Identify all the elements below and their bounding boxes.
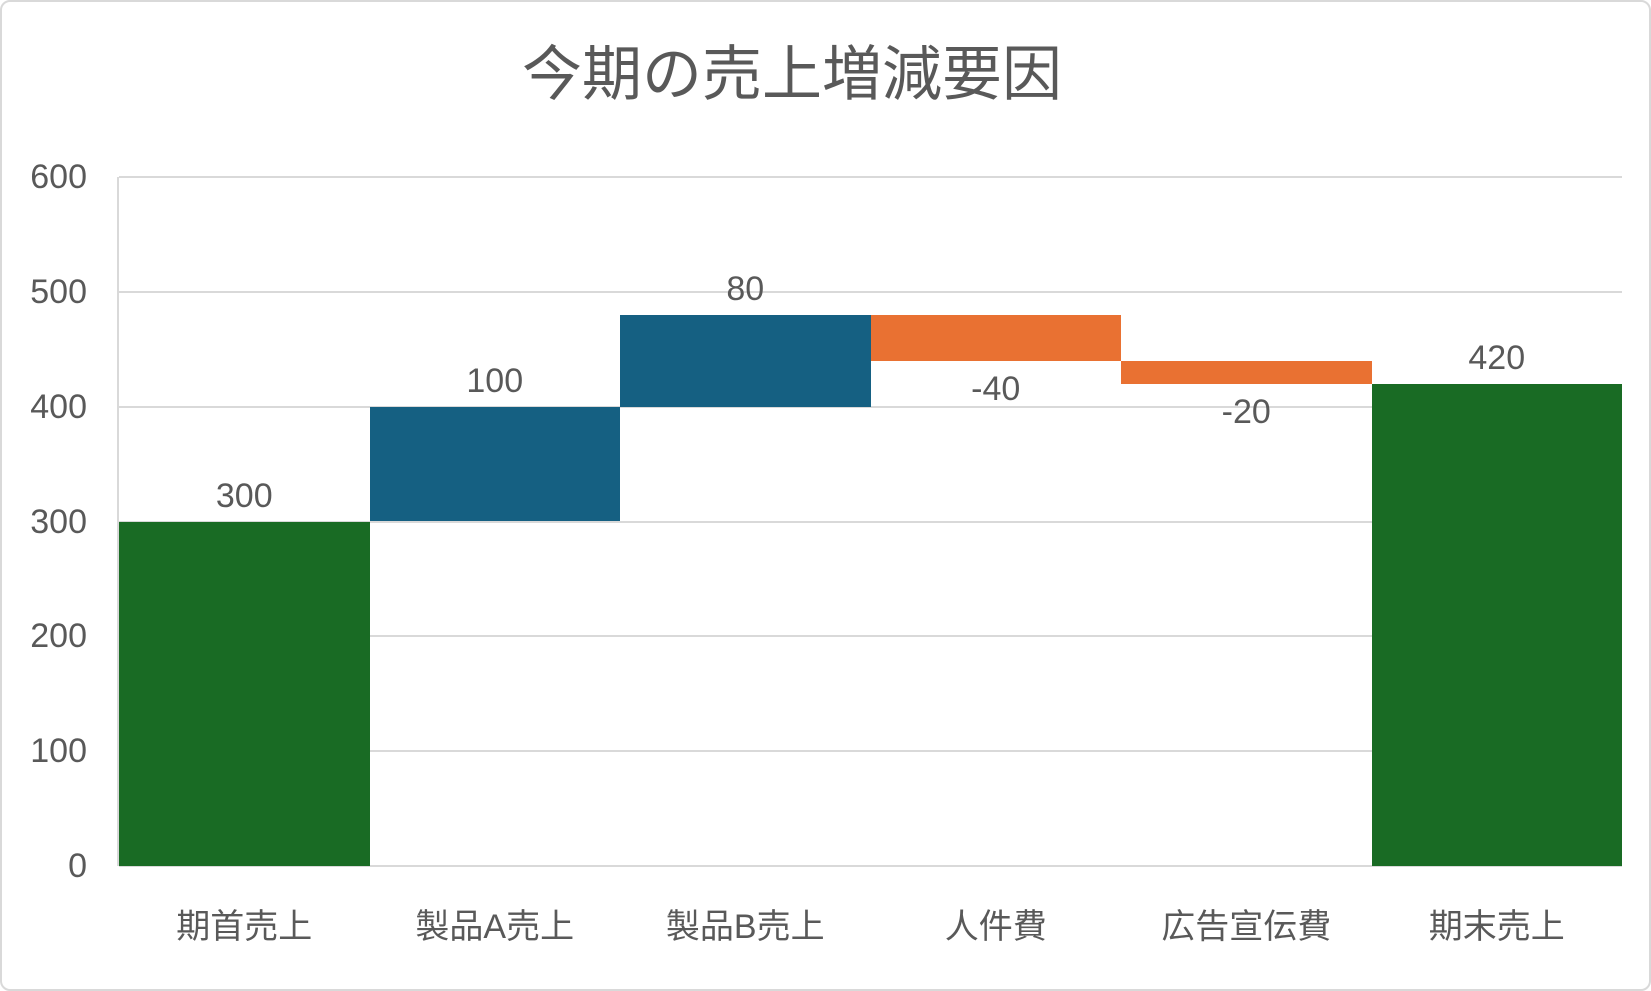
data-label: 80 — [726, 269, 765, 308]
x-axis-category-label: 期末売上 — [1428, 908, 1565, 946]
gridline — [119, 176, 1622, 178]
waterfall-bar-decrease — [1121, 360, 1372, 384]
y-axis-tick-label: 500 — [30, 272, 87, 311]
x-axis-category-label: 製品A売上 — [415, 908, 575, 946]
x-axis-category-label: 期首売上 — [176, 908, 313, 946]
y-axis-tick-label: 100 — [30, 732, 87, 771]
gridline — [119, 520, 1622, 523]
y-axis-tick-label: 200 — [30, 617, 87, 656]
gridline — [119, 750, 1622, 753]
gridline — [119, 865, 1622, 867]
x-axis-category-label: 製品B売上 — [665, 908, 825, 946]
y-axis-line — [117, 177, 119, 866]
data-label: 420 — [1468, 338, 1526, 377]
data-label: 300 — [215, 476, 273, 515]
data-label: -20 — [1221, 392, 1271, 431]
gridline — [119, 290, 1622, 293]
y-axis-tick-label: 400 — [30, 387, 87, 426]
waterfall-bar-decrease — [870, 314, 1121, 361]
x-axis-category-label: 広告宣伝費 — [1161, 908, 1332, 946]
data-label: 100 — [466, 361, 524, 400]
data-label: -40 — [971, 369, 1021, 408]
x-axis-category-label: 人件費 — [944, 908, 1047, 946]
waterfall-bar-increase — [369, 406, 620, 522]
gridline — [119, 635, 1622, 638]
chart-title: 今期の売上増減要因 — [522, 41, 1062, 108]
waterfall-bar-total — [1371, 383, 1622, 866]
y-axis-tick-label: 0 — [68, 847, 87, 885]
y-axis-tick-label: 300 — [30, 502, 87, 541]
gridline — [119, 405, 1622, 408]
y-axis-tick-label: 600 — [30, 158, 87, 196]
waterfall-bar-total — [119, 521, 370, 866]
waterfall-bar-increase — [620, 314, 871, 407]
